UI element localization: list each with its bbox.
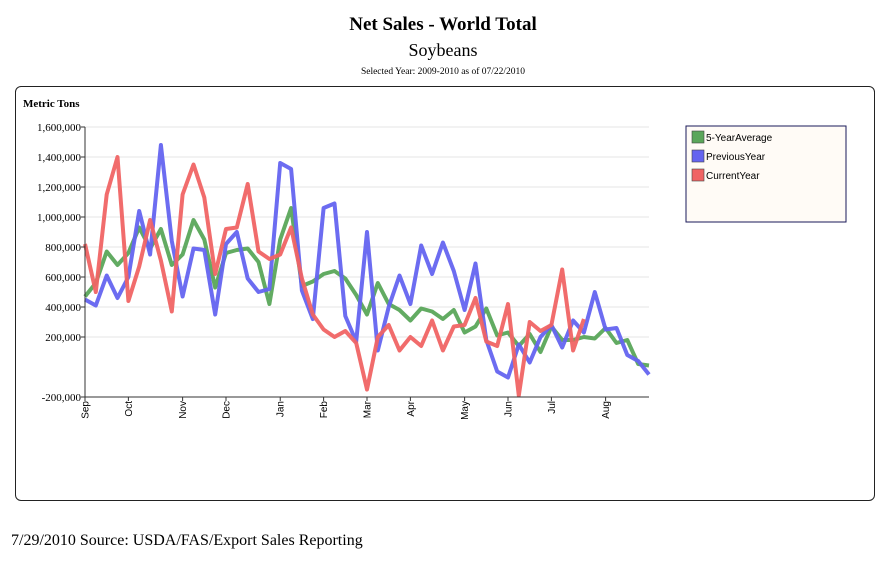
legend-label: 5-YearAverage (706, 133, 773, 144)
x-month-label: Dec (222, 401, 233, 419)
legend: 5-YearAverage PreviousYear CurrentYear (685, 125, 847, 223)
legend-label: PreviousYear (706, 152, 766, 163)
x-month-label: Jan (276, 401, 287, 417)
x-month-label: Jun (504, 401, 515, 417)
legend-swatch (691, 168, 705, 182)
x-month-label: Sep (81, 401, 92, 419)
x-month-label: Nov (178, 401, 189, 419)
x-month-label: Jul (547, 401, 558, 414)
source-footer: 7/29/2010 Source: USDA/FAS/Export Sales … (11, 532, 363, 549)
x-month-label: Oct (124, 401, 135, 417)
y-tick-label: 1,400,000 (37, 152, 82, 164)
series-line-currentyear (83, 155, 586, 398)
y-tick-labels: -200,000 200,000 400,000 600,000 800,000 1,00… (37, 122, 82, 404)
y-tick-label: 1,200,000 (37, 182, 82, 194)
y-tick-label: 800,000 (45, 242, 81, 254)
y-tick-label: 400,000 (45, 302, 81, 314)
chart-title: Net Sales - World Total (349, 14, 537, 35)
x-month-labels: Sep Oct Nov Dec Jan Feb Mar Apr May Jun Jul Aug (81, 400, 613, 420)
x-month-label: Aug (601, 401, 612, 419)
y-tick-label: 1,000,000 (37, 212, 82, 224)
x-month-label: Mar (363, 400, 374, 418)
legend-label: CurrentYear (706, 171, 760, 182)
y-tick-label: -200,000 (42, 392, 82, 404)
y-tick-label: 1,600,000 (37, 122, 82, 134)
y-axis-label: Metric Tons (23, 98, 80, 110)
y-tick-label: 200,000 (45, 332, 81, 344)
legend-swatch (691, 149, 705, 163)
x-month-label: May (460, 401, 471, 420)
selected-year-caption: Selected Year: 2009-2010 as of 07/22/201… (360, 67, 526, 77)
legend-swatch (691, 130, 705, 144)
chart-subtitle: Soybeans (408, 40, 478, 60)
x-month-label: Apr (406, 400, 417, 416)
x-month-label: Feb (319, 401, 330, 419)
series-line-previousyear (84, 143, 651, 380)
legend-box (685, 125, 847, 223)
series-lines (83, 143, 651, 398)
y-tick-label: 600,000 (45, 272, 81, 284)
axes (81, 126, 649, 401)
